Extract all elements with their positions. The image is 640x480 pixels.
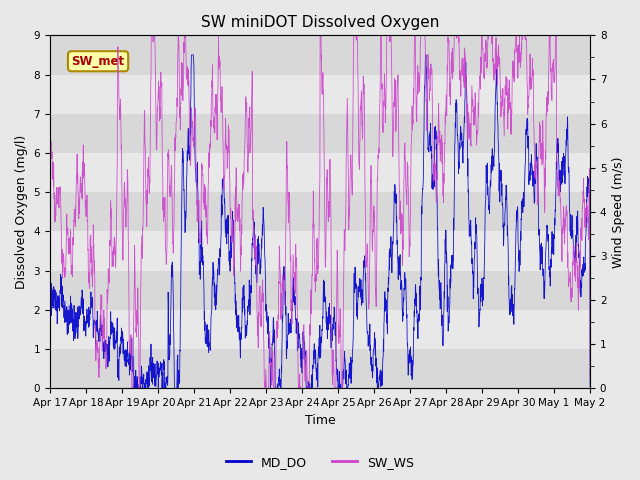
Y-axis label: Wind Speed (m/s): Wind Speed (m/s)	[612, 156, 625, 267]
Bar	[50, 192, 590, 231]
Legend: MD_DO, SW_WS: MD_DO, SW_WS	[221, 451, 419, 474]
X-axis label: Time: Time	[305, 414, 335, 427]
Bar	[50, 349, 590, 388]
Text: SW_met: SW_met	[72, 55, 125, 68]
Bar	[50, 74, 590, 114]
Bar	[50, 114, 590, 153]
Bar	[50, 36, 590, 74]
Bar	[50, 310, 590, 349]
Bar	[50, 271, 590, 310]
Bar	[50, 231, 590, 271]
Title: SW miniDOT Dissolved Oxygen: SW miniDOT Dissolved Oxygen	[201, 15, 439, 30]
Y-axis label: Dissolved Oxygen (mg/l): Dissolved Oxygen (mg/l)	[15, 135, 28, 289]
Bar	[50, 153, 590, 192]
